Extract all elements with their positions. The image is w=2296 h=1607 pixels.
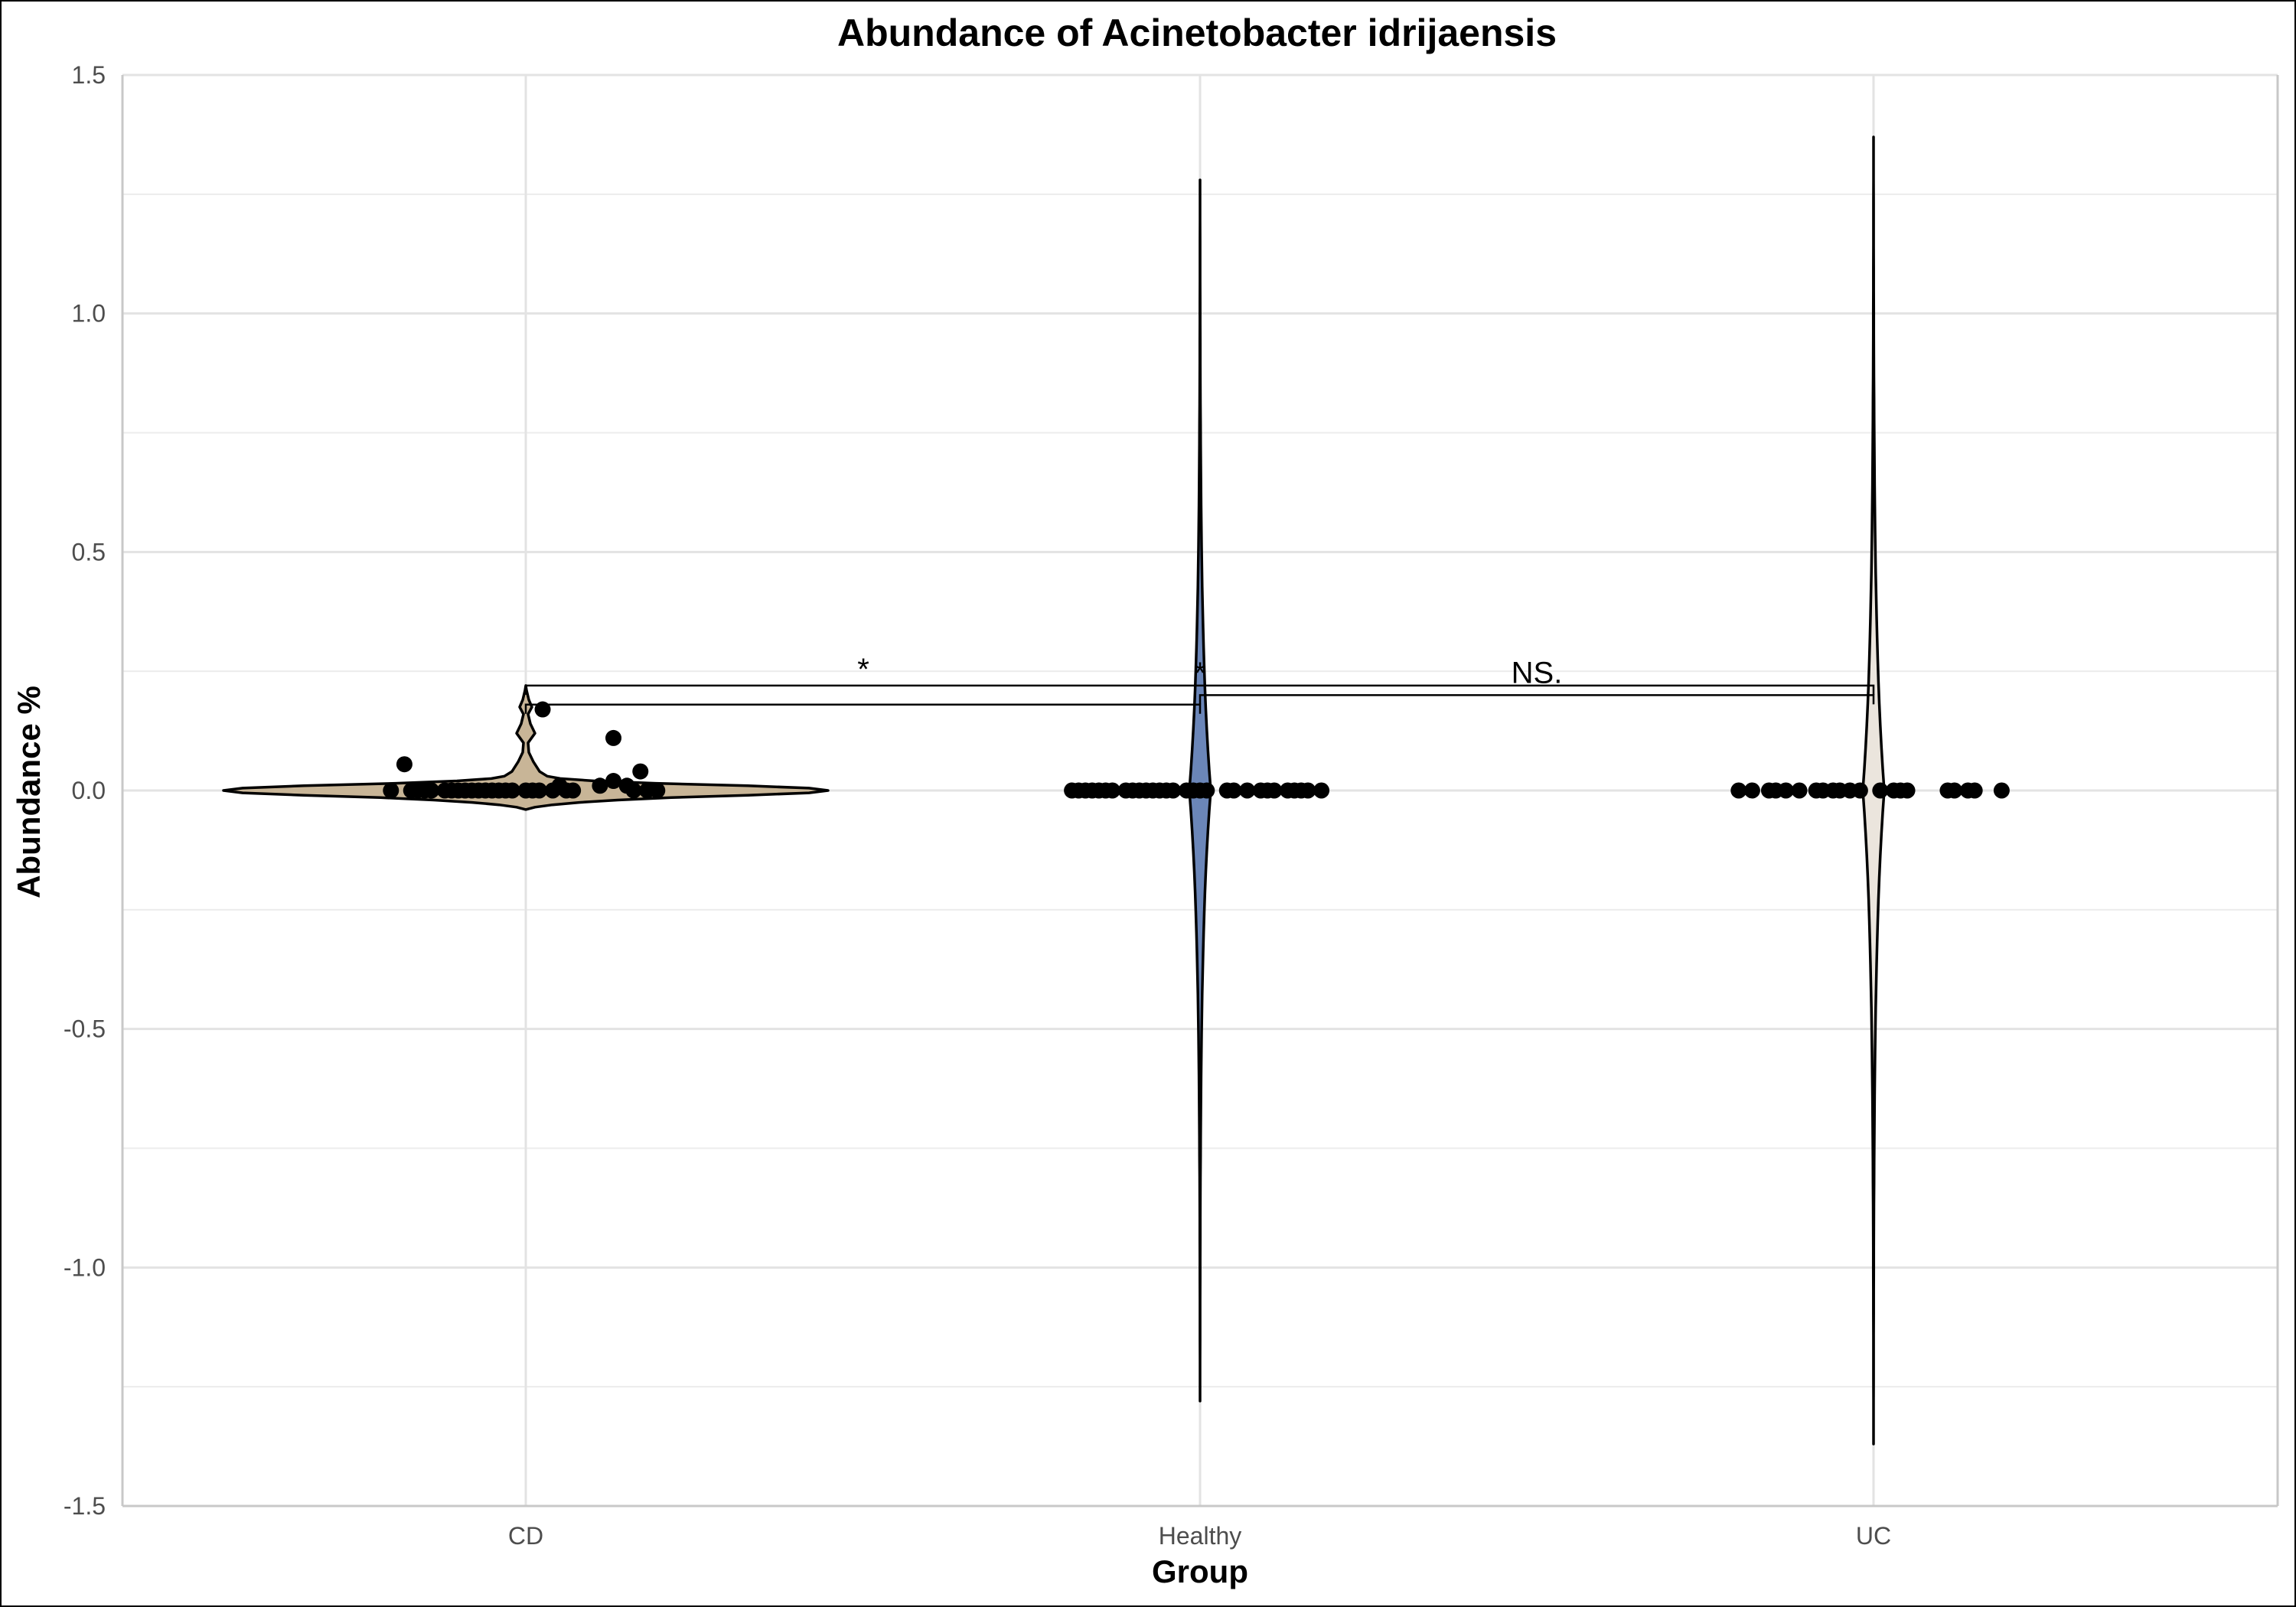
x-axis-title: Group <box>1152 1553 1248 1589</box>
x-tick-label: UC <box>1856 1522 1891 1550</box>
y-tick-label: -1.5 <box>64 1492 106 1520</box>
data-points <box>383 701 2010 799</box>
chart-title: Abundance of Acinetobacter idrijaensis <box>837 11 1557 54</box>
data-point-cd <box>531 782 548 799</box>
significance-brackets: * * NS. <box>524 653 1875 714</box>
significance-bracket <box>524 684 1875 695</box>
data-point-uc <box>1791 782 1808 799</box>
data-point-cd <box>649 782 666 799</box>
data-point-healthy <box>1266 782 1283 799</box>
data-point-uc <box>1899 782 1916 799</box>
data-point-cd <box>396 756 413 773</box>
significance-label: * <box>857 653 869 686</box>
data-point-healthy <box>1104 782 1120 799</box>
data-point-cd <box>504 782 520 799</box>
data-point-uc <box>1743 782 1760 799</box>
x-tick-label: Healthy <box>1159 1522 1242 1550</box>
data-point-cd <box>605 773 622 790</box>
significance-label: NS. <box>1512 656 1563 689</box>
y-tick-label: 0.5 <box>72 538 106 566</box>
significance-label: * <box>1194 657 1206 690</box>
data-point-cd <box>605 729 622 746</box>
data-point-cd <box>632 763 649 780</box>
y-tick-label: -1.0 <box>64 1253 106 1281</box>
tick-labels: -1.5 -1.0 -0.5 0.0 0.5 1.0 1.5 CD Healthy UC <box>64 61 1891 1550</box>
data-point-uc <box>1966 782 1983 799</box>
x-tick-label: CD <box>508 1522 543 1550</box>
y-axis-title: Abundance % <box>11 686 47 898</box>
y-tick-label: -0.5 <box>64 1015 106 1043</box>
data-point-cd <box>565 782 582 799</box>
data-point-cd <box>592 777 608 794</box>
data-point-uc <box>1946 782 1963 799</box>
data-point-cd <box>625 782 642 799</box>
data-point-uc <box>1730 782 1747 799</box>
significance-bracket <box>524 703 1202 714</box>
y-tick-label: 1.5 <box>72 61 106 89</box>
data-point-uc <box>1851 782 1868 799</box>
data-point-healthy <box>1225 782 1242 799</box>
data-point-healthy <box>1239 782 1256 799</box>
data-point-healthy <box>1300 782 1316 799</box>
y-tick-label: 0.0 <box>72 777 106 804</box>
data-point-uc <box>1993 782 2010 799</box>
data-point-uc <box>1872 782 1889 799</box>
significance-bracket <box>1199 694 1875 705</box>
data-point-cd <box>423 782 440 799</box>
data-point-healthy <box>1313 782 1330 799</box>
data-point-healthy <box>1199 782 1215 799</box>
y-tick-label: 1.0 <box>72 300 106 328</box>
data-point-healthy <box>1165 782 1182 799</box>
axes <box>121 75 2279 1508</box>
data-point-uc <box>1777 782 1794 799</box>
data-point-cd <box>383 782 400 799</box>
